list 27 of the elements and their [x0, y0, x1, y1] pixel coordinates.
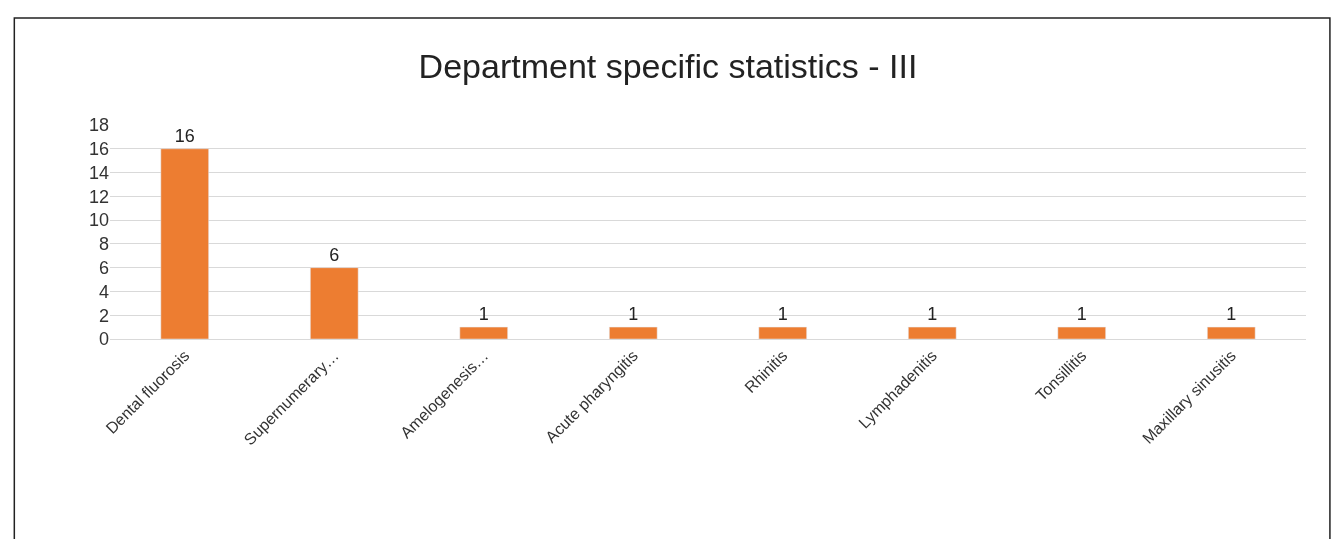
y-tick-label: 16: [88, 139, 109, 160]
bar: [310, 267, 359, 339]
y-tick-label: 6: [98, 257, 109, 278]
bar: [459, 326, 508, 339]
y-tick-label: 10: [88, 210, 109, 231]
y-tick-label: 14: [88, 162, 109, 183]
data-label: 1: [927, 304, 938, 325]
bar: [758, 326, 807, 339]
bar: [160, 148, 209, 339]
bar: [908, 326, 957, 339]
data-label: 1: [777, 304, 788, 325]
y-tick-label: 0: [98, 329, 109, 350]
y-tick-label: 12: [88, 186, 109, 207]
y-tick-label: 18: [88, 115, 109, 136]
y-tick-label: 8: [98, 234, 109, 255]
bar: [1057, 326, 1106, 339]
data-label: 1: [1076, 304, 1087, 325]
y-tick-label: 4: [98, 281, 109, 302]
y-tick-label: 2: [98, 305, 109, 326]
bar: [609, 326, 658, 339]
bar: [1207, 326, 1256, 339]
data-label: 1: [1226, 304, 1237, 325]
data-label: 1: [628, 304, 639, 325]
data-label: 6: [329, 244, 340, 265]
data-label: 16: [174, 125, 195, 146]
chart-title: Department specific statistics - III: [418, 46, 918, 85]
data-label: 1: [478, 304, 489, 325]
